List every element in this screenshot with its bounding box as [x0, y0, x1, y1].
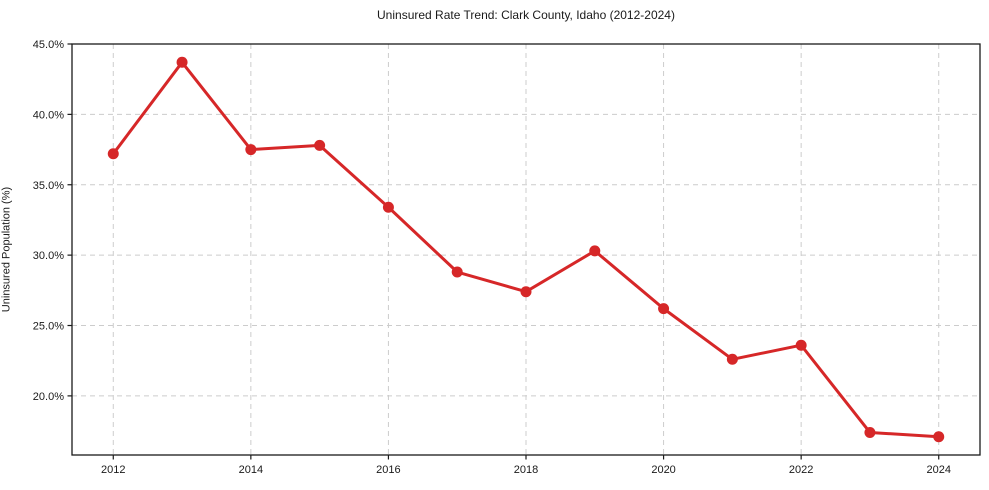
x-tick-label: 2022 — [789, 464, 813, 476]
y-tick-label: 45.0% — [33, 39, 64, 51]
data-point-2015 — [314, 139, 326, 151]
data-point-2012 — [107, 148, 119, 160]
data-point-2017 — [451, 266, 463, 278]
x-tick-label: 2014 — [239, 464, 263, 476]
x-tick-label: 2020 — [651, 464, 675, 476]
y-tick-label: 30.0% — [33, 250, 64, 262]
data-point-2022 — [795, 339, 807, 351]
data-point-2024 — [933, 431, 945, 443]
y-axis-label: Uninsured Population (%) — [0, 186, 13, 313]
chart-title: Uninsured Rate Trend: Clark County, Idah… — [377, 8, 675, 22]
x-tick-label: 2024 — [926, 464, 950, 476]
data-point-2021 — [726, 353, 738, 365]
y-tick-label: 20.0% — [33, 391, 64, 403]
data-point-2020 — [658, 303, 670, 315]
x-tick-label: 2016 — [376, 464, 400, 476]
data-point-2016 — [382, 201, 394, 213]
data-point-2019 — [589, 245, 601, 257]
data-point-2013 — [176, 56, 188, 68]
data-point-2023 — [864, 426, 876, 438]
x-tick-label: 2012 — [101, 464, 125, 476]
data-point-2014 — [245, 144, 257, 156]
y-tick-label: 25.0% — [33, 321, 64, 333]
plot-area-border — [71, 43, 981, 456]
data-point-2018 — [520, 286, 532, 298]
y-tick-label: 35.0% — [33, 180, 64, 192]
x-tick-label: 2018 — [514, 464, 538, 476]
y-tick-label: 40.0% — [33, 109, 64, 121]
